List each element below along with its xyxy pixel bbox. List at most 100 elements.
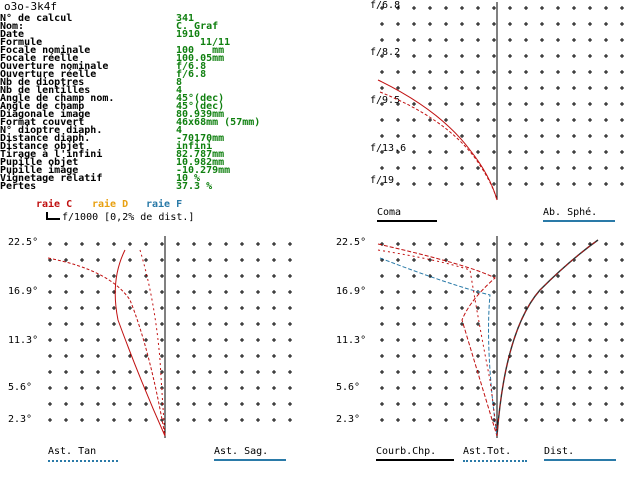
param-label: N° dioptre diaph. — [0, 125, 103, 136]
ast-grid-mark — [112, 370, 116, 374]
sph-grid-mark — [604, 182, 608, 186]
fld-grid-mark — [396, 274, 400, 278]
ast-grid-mark — [176, 354, 180, 358]
sph-grid-mark — [444, 38, 448, 42]
ast-sag-curve — [139, 249, 166, 437]
sph-y-label: f/6.8 — [370, 0, 401, 11]
ast-tan-label: Ast. Tan — [48, 446, 97, 457]
sph-grid-mark — [476, 22, 480, 26]
sph-grid-mark — [380, 150, 384, 154]
sph-grid-mark — [524, 86, 528, 90]
sph-grid-mark — [588, 182, 592, 186]
sph-grid-mark — [444, 102, 448, 106]
sph-grid-mark — [396, 134, 400, 138]
sph-grid-mark — [572, 54, 576, 58]
param-label: Diagonale image — [0, 109, 91, 120]
fld-grid-mark — [508, 402, 512, 406]
param-label: Angle de champ — [0, 101, 85, 112]
sph-grid-mark — [572, 86, 576, 90]
ast-grid-mark — [48, 306, 52, 310]
fld-grid-mark — [524, 370, 528, 374]
fld-grid-mark — [588, 418, 592, 422]
fld-grid-mark — [412, 418, 416, 422]
ast-y-label: 22.5° — [8, 237, 39, 248]
ast-grid-mark — [192, 242, 196, 246]
sph-grid-mark — [380, 102, 384, 106]
fld-grid-mark — [588, 258, 592, 262]
sph-y-label: f/13.6 — [370, 143, 407, 154]
ast-grid-mark — [208, 242, 212, 246]
fld-grid-mark — [508, 258, 512, 262]
fld-grid-mark — [524, 258, 528, 262]
ast-grid-mark — [144, 322, 148, 326]
sph-grid-mark — [460, 182, 464, 186]
ast-grid-mark — [192, 386, 196, 390]
fld-grid-mark — [492, 370, 496, 374]
legend-raie-c: raie C — [36, 199, 73, 210]
fld-grid-mark — [620, 370, 624, 374]
ast-grid-mark — [160, 258, 164, 262]
fld-grid-mark — [604, 274, 608, 278]
fld-grid-mark — [508, 290, 512, 294]
ast-grid-mark — [192, 322, 196, 326]
ast-grid-mark — [80, 354, 84, 358]
ast-grid-mark — [256, 306, 260, 310]
ast-grid-mark — [176, 242, 180, 246]
param-label: Date — [0, 29, 25, 40]
sph-grid-mark — [428, 134, 432, 138]
fld-grid-mark — [380, 418, 384, 422]
ast-grid-mark — [192, 402, 196, 406]
fld-grid-mark — [620, 290, 624, 294]
sph-grid-mark — [524, 6, 528, 10]
fld-grid-mark — [588, 354, 592, 358]
sph-grid-mark — [508, 22, 512, 26]
sph-grid-mark — [460, 118, 464, 122]
fld-grid-mark — [444, 306, 448, 310]
param-value: 11/11 — [200, 37, 231, 48]
fld-grid-mark — [524, 242, 528, 246]
fld-grid-mark — [556, 402, 560, 406]
ast-grid-mark — [208, 402, 212, 406]
fld-grid-mark — [540, 370, 544, 374]
sph-grid-mark — [540, 102, 544, 106]
dist-curve-c — [496, 239, 599, 437]
sph-grid-mark — [620, 102, 624, 106]
sph-grid-mark — [428, 70, 432, 74]
ast-grid-mark — [224, 418, 228, 422]
fld-grid-mark — [572, 338, 576, 342]
sph-curve-dashed — [379, 91, 498, 201]
sph-grid-mark — [444, 86, 448, 90]
ast-grid-mark — [192, 290, 196, 294]
ast-grid-mark — [288, 322, 292, 326]
fld-grid-mark — [556, 242, 560, 246]
sph-grid-mark — [508, 86, 512, 90]
ast-grid-mark — [208, 258, 212, 262]
ast-grid-mark — [256, 402, 260, 406]
sph-grid-mark — [476, 182, 480, 186]
fld-grid-mark — [572, 242, 576, 246]
param-label: Distance diaph. — [0, 133, 91, 144]
sph-grid-mark — [492, 54, 496, 58]
sph-grid-mark — [572, 150, 576, 154]
fld-grid-mark — [604, 290, 608, 294]
fld-y-label: 5.6° — [336, 382, 361, 393]
ast-grid-mark — [112, 274, 116, 278]
sph-grid-mark — [508, 182, 512, 186]
ast-grid-mark — [240, 386, 244, 390]
ast-grid-mark — [240, 354, 244, 358]
sph-grid-mark — [380, 22, 384, 26]
fld-grid-mark — [492, 258, 496, 262]
ast-grid-mark — [160, 370, 164, 374]
ast-grid-mark — [64, 242, 68, 246]
sph-grid-mark — [508, 166, 512, 170]
fld-grid-mark — [588, 274, 592, 278]
ast-grid-mark — [272, 290, 276, 294]
fld-grid-mark — [508, 274, 512, 278]
sph-grid-mark — [588, 118, 592, 122]
sph-grid-mark — [508, 38, 512, 42]
fld-grid-mark — [588, 290, 592, 294]
sph-grid-mark — [556, 118, 560, 122]
fld-grid-mark — [460, 370, 464, 374]
ast-grid-mark — [272, 258, 276, 262]
fld-grid-mark — [428, 306, 432, 310]
